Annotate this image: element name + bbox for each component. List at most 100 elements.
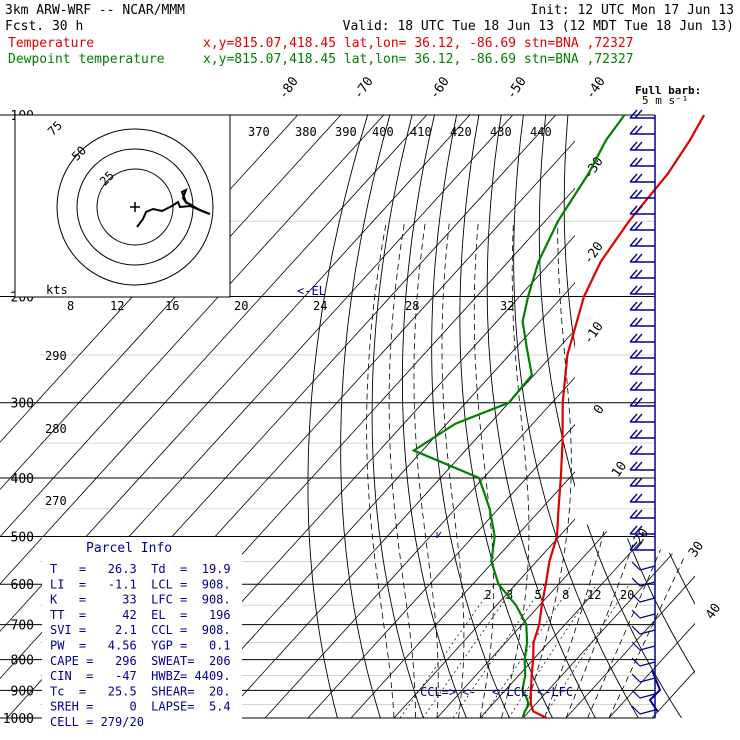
wind-barb <box>631 609 656 619</box>
isotherm <box>264 115 695 718</box>
parcel-info-row: K = 33 LFC = 908. <box>50 593 231 607</box>
hodograph: 75 50 25 kts <box>14 114 231 298</box>
isotherm <box>0 115 342 718</box>
dry-adiabat <box>587 115 695 718</box>
legend-dewpoint-location: x,y=815.07,418.45 lat,lon= 36.12, -86.69… <box>203 52 633 67</box>
valid-time: Valid: 18 UTC Tue 18 Jun 13 (12 MDT Tue … <box>343 19 734 34</box>
isotherm-label: 40 <box>703 601 724 622</box>
wind-barb <box>629 365 655 375</box>
forecast-hour: Fcst. 30 h <box>5 19 83 34</box>
theta-label: 420 <box>450 125 472 139</box>
wind-barb <box>631 577 656 587</box>
dry-adiabat <box>538 115 682 718</box>
isotherm <box>0 115 385 718</box>
isotherm-label: -70 <box>351 74 377 102</box>
wind-barb <box>631 689 656 699</box>
dry-adiabat <box>702 115 740 718</box>
wind-barb <box>631 561 656 571</box>
parcel-info-panel: Parcel Info T = 26.3 Td = 19.9LI = -1.1 … <box>42 537 242 729</box>
theta-label: 270 <box>45 494 67 508</box>
parcel-level-markers: <-EL CCL=> <-LCL <-LFC <- <box>297 284 573 699</box>
theta-label: 440 <box>530 125 552 139</box>
dry-adiabats <box>307 115 740 718</box>
isotherm-label: -80 <box>276 74 302 102</box>
mixing-ratio-line <box>399 583 495 718</box>
mixing-ratio-line <box>543 584 630 718</box>
moist-adiabat <box>501 221 530 718</box>
dry-adiabat <box>307 115 369 718</box>
wind-barb <box>629 461 655 471</box>
wind-barb <box>629 429 655 439</box>
hodograph-ring-25 <box>96 168 174 246</box>
wind-barb <box>629 445 655 455</box>
el-marker: <-EL <box>297 284 326 298</box>
isotherm <box>565 115 695 718</box>
wind-barb <box>629 349 655 359</box>
parcel-info-row: SREH = 0 LAPSE= 5.4 <box>50 700 231 714</box>
isotherm <box>436 115 695 718</box>
speed-label: 16 <box>165 299 179 313</box>
speed-label: 24 <box>313 299 327 313</box>
parcel-info-row: T = 26.3 Td = 19.9 <box>50 562 231 576</box>
wind-barb <box>629 109 655 119</box>
mixing-ratio-line <box>452 584 545 718</box>
wind-barb <box>629 269 655 279</box>
wind-barb <box>631 593 656 603</box>
wind-barb <box>629 541 655 551</box>
speed-label: 12 <box>110 299 124 313</box>
theta-label: 290 <box>45 349 67 363</box>
wind-barbs <box>629 109 662 718</box>
pressure-label-1000: 1000 <box>3 712 34 727</box>
wind-barb <box>629 493 655 503</box>
hodograph-speed-labels: 8 12 16 20 24 28 32 <box>67 299 514 313</box>
ml-marker <box>436 531 442 539</box>
wind-barb <box>631 657 656 667</box>
wind-barb <box>629 381 655 391</box>
pressure-label-500: 500 <box>11 530 34 545</box>
parcel-info-row: SVI = 2.1 CCL = 908. <box>50 623 231 637</box>
dry-adiabat <box>678 115 695 718</box>
pressure-label-700: 700 <box>11 619 34 634</box>
moist-adiabat <box>413 221 439 718</box>
barb-legend-units: 5 m s⁻¹ <box>642 94 688 107</box>
temperature-line <box>529 114 706 719</box>
barb-legend-title: Full barb: <box>635 84 701 97</box>
ccl-marker: CCL=> <box>420 685 456 699</box>
speed-label: 32 <box>500 299 514 313</box>
mixing-ratio-label: 5 <box>535 588 542 602</box>
lcl-arrow-marker: <- <box>462 685 476 699</box>
wind-barb <box>629 333 655 343</box>
theta-label: 390 <box>335 125 357 139</box>
moist-adiabat <box>522 221 572 718</box>
wind-barb <box>631 705 656 715</box>
pressure-label-400: 400 <box>11 472 34 487</box>
init-time: Init: 12 UTC Mon 17 Jun 13 <box>531 3 735 18</box>
dry-adiabat <box>513 115 639 718</box>
theta-label: 400 <box>372 125 394 139</box>
dewpoint-line <box>411 114 626 719</box>
parcel-info-row: LI = -1.1 LCL = 908. <box>50 577 231 591</box>
lcl-marker: <-LCL <box>492 685 528 699</box>
wind-barb <box>629 525 655 535</box>
parcel-info-row: CELL = 279/20 <box>50 715 144 729</box>
moist-adiabats <box>366 221 695 718</box>
surface-barb-cluster <box>648 669 662 713</box>
isotherm <box>307 115 695 718</box>
isotherm <box>651 115 695 718</box>
hodograph-trace <box>136 187 211 228</box>
isotherm <box>221 115 695 718</box>
wind-barb <box>629 189 655 199</box>
hodograph-center-mark <box>130 202 140 212</box>
speed-label: 20 <box>234 299 248 313</box>
theta-label: 280 <box>45 422 67 436</box>
wind-barb <box>629 253 655 263</box>
parcel-info-row: TT = 42 EL = 196 <box>50 608 231 622</box>
isotherm <box>0 115 428 718</box>
wind-barb <box>629 221 655 231</box>
wind-barb <box>629 477 655 487</box>
mixing-ratio-label: 3 <box>506 588 513 602</box>
pressure-label-800: 800 <box>11 654 34 669</box>
moist-adiabat <box>587 221 695 718</box>
isobar-lines: 1002003004005006007008009001000 <box>0 109 655 727</box>
